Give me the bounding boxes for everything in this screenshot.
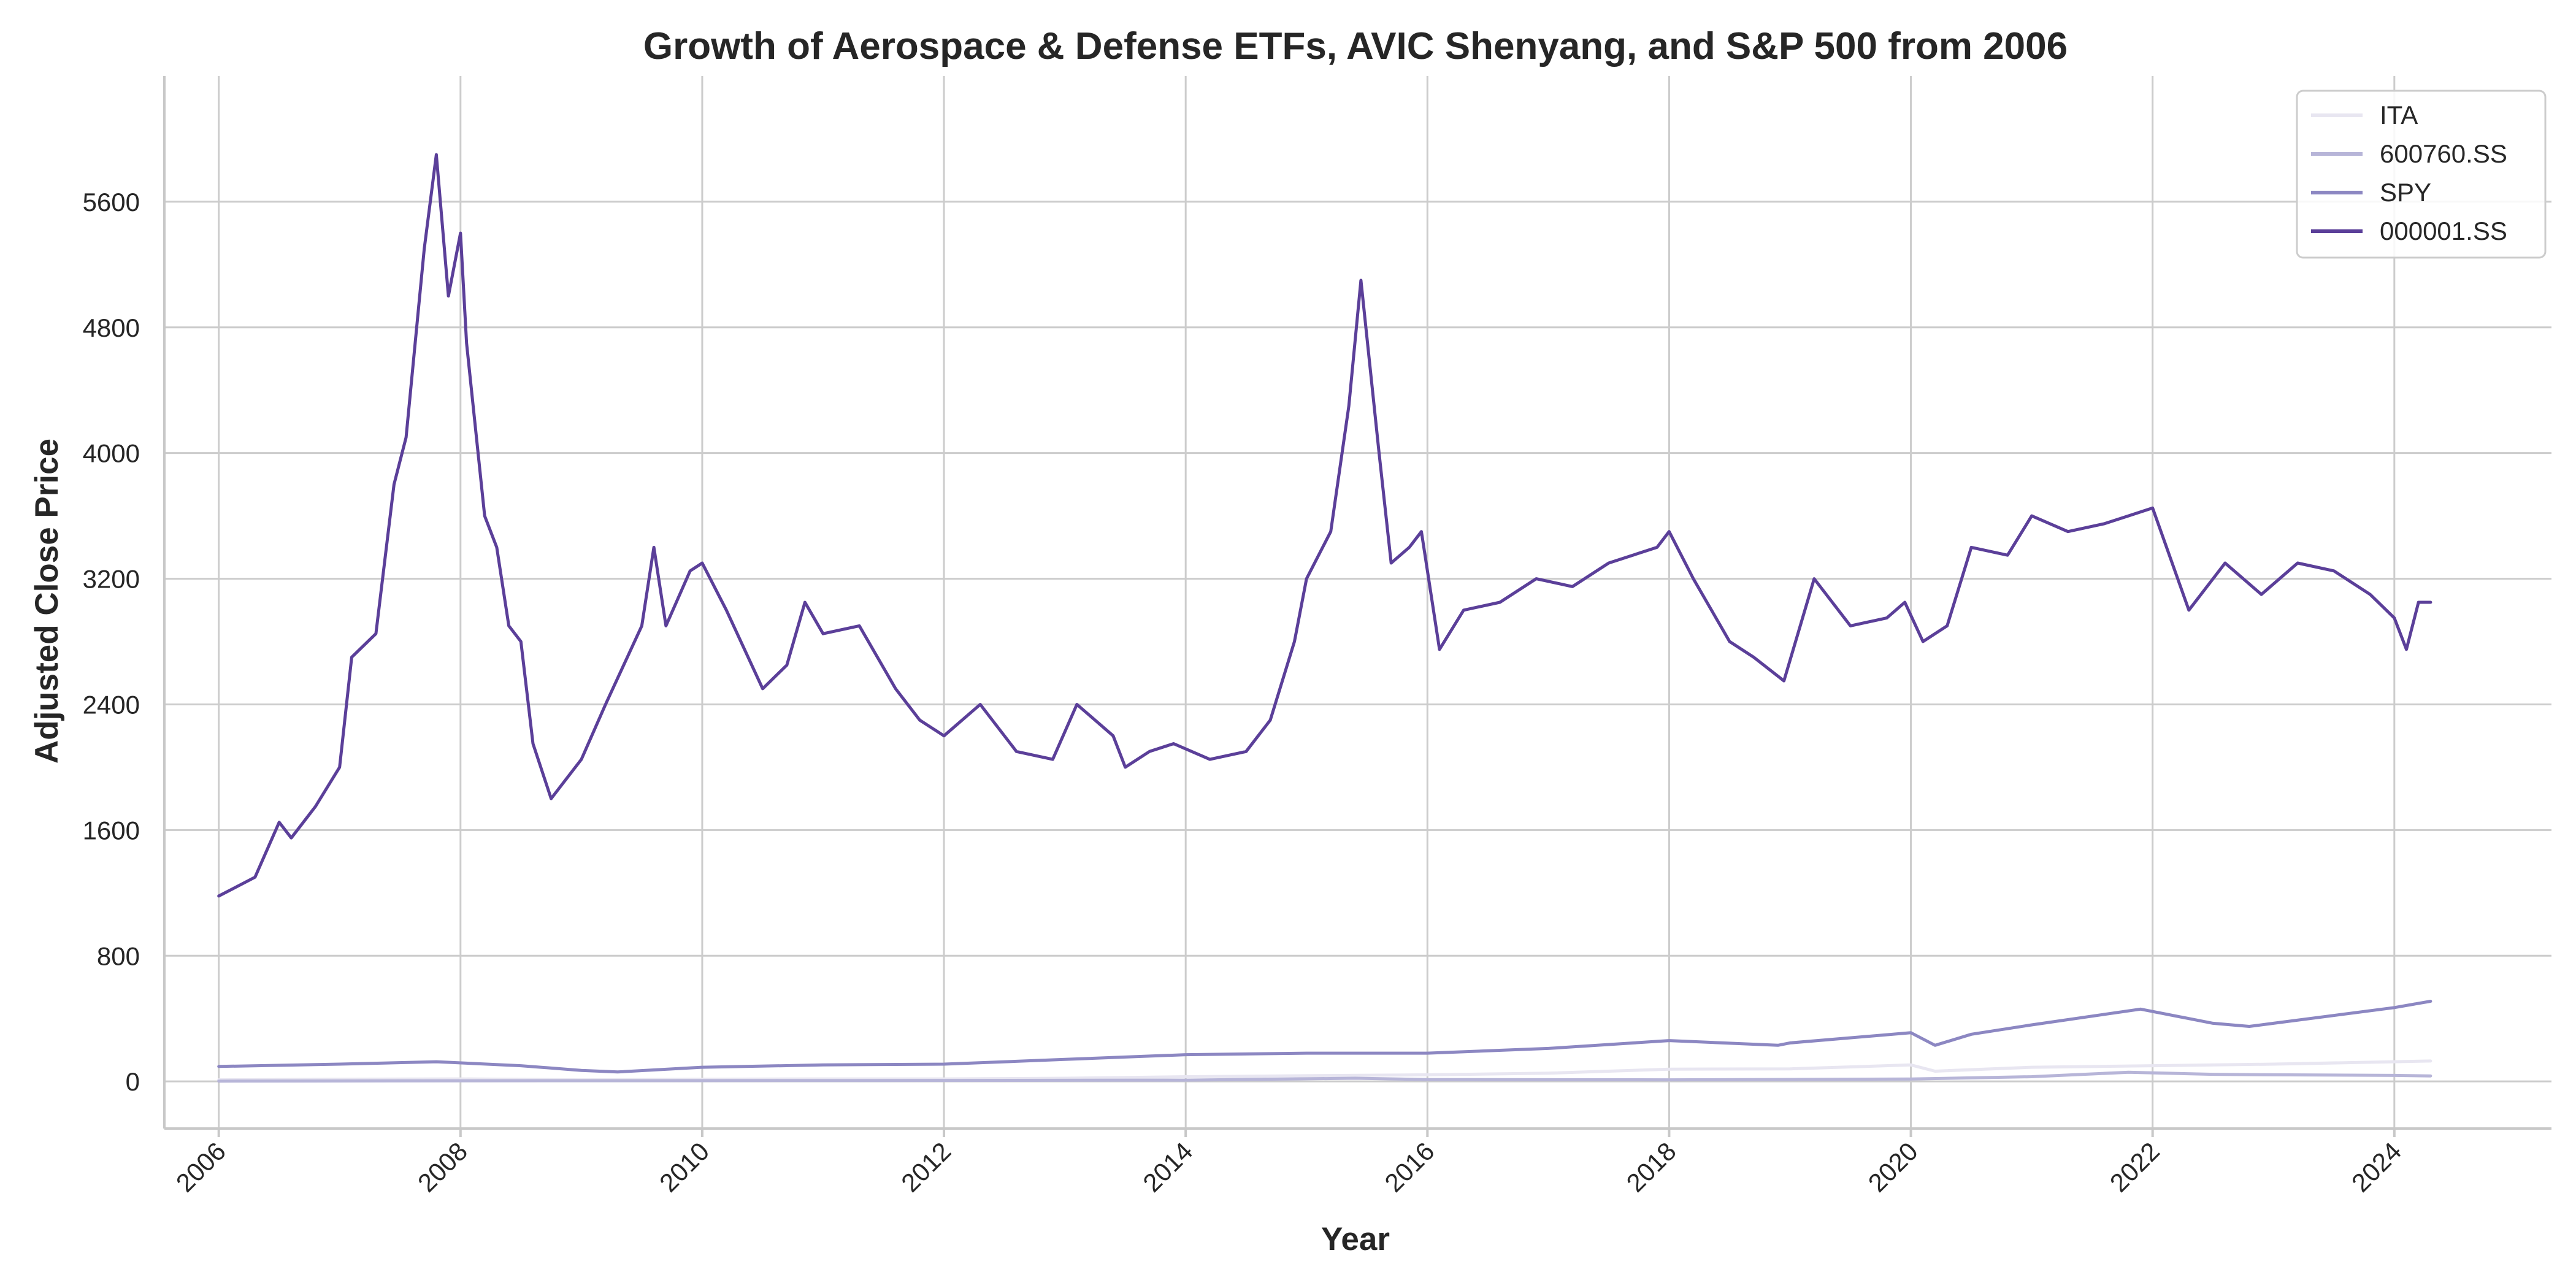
series-line-spy [217, 1000, 2432, 1074]
y-tick-label: 4000 [83, 439, 140, 468]
legend: ITA 600760.SS SPY 000001.SS [2296, 90, 2547, 259]
series-line-000001-ss [217, 153, 2432, 898]
series-lines [217, 153, 2432, 1083]
x-axis-label: Year [1321, 1221, 1390, 1257]
y-tick-label: 0 [126, 1067, 140, 1096]
y-tick-label: 800 [97, 941, 140, 970]
legend-label: ITA [2380, 101, 2418, 129]
y-tick-label: 2400 [83, 690, 140, 719]
y-tick-label: 3200 [83, 565, 140, 594]
chart-title: Growth of Aerospace & Defense ETFs, AVIC… [643, 25, 2068, 67]
legend-label: SPY [2380, 178, 2431, 207]
y-tick-label: 1600 [83, 816, 140, 845]
legend-label: 000001.SS [2380, 217, 2507, 245]
tick-labels: 2006 2008 2010 2012 2014 2016 2018 2020 2022 2024… [83, 188, 2407, 1198]
y-axis-label: Adjusted Close Price [29, 439, 65, 764]
y-tick-label: 5600 [83, 188, 140, 217]
legend-box [2296, 90, 2547, 259]
legend-label: 600760.SS [2380, 139, 2507, 168]
y-tick-label: 4800 [83, 313, 140, 342]
series-line-600760-ss [217, 1070, 2432, 1083]
